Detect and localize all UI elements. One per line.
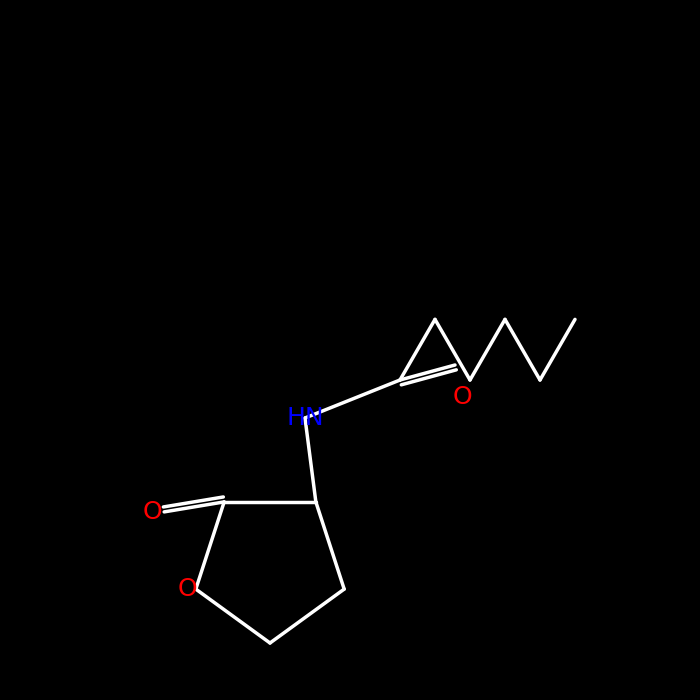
- Text: O: O: [452, 385, 472, 409]
- Text: O: O: [142, 500, 162, 524]
- Text: O: O: [178, 577, 197, 601]
- Text: HN: HN: [286, 406, 324, 430]
